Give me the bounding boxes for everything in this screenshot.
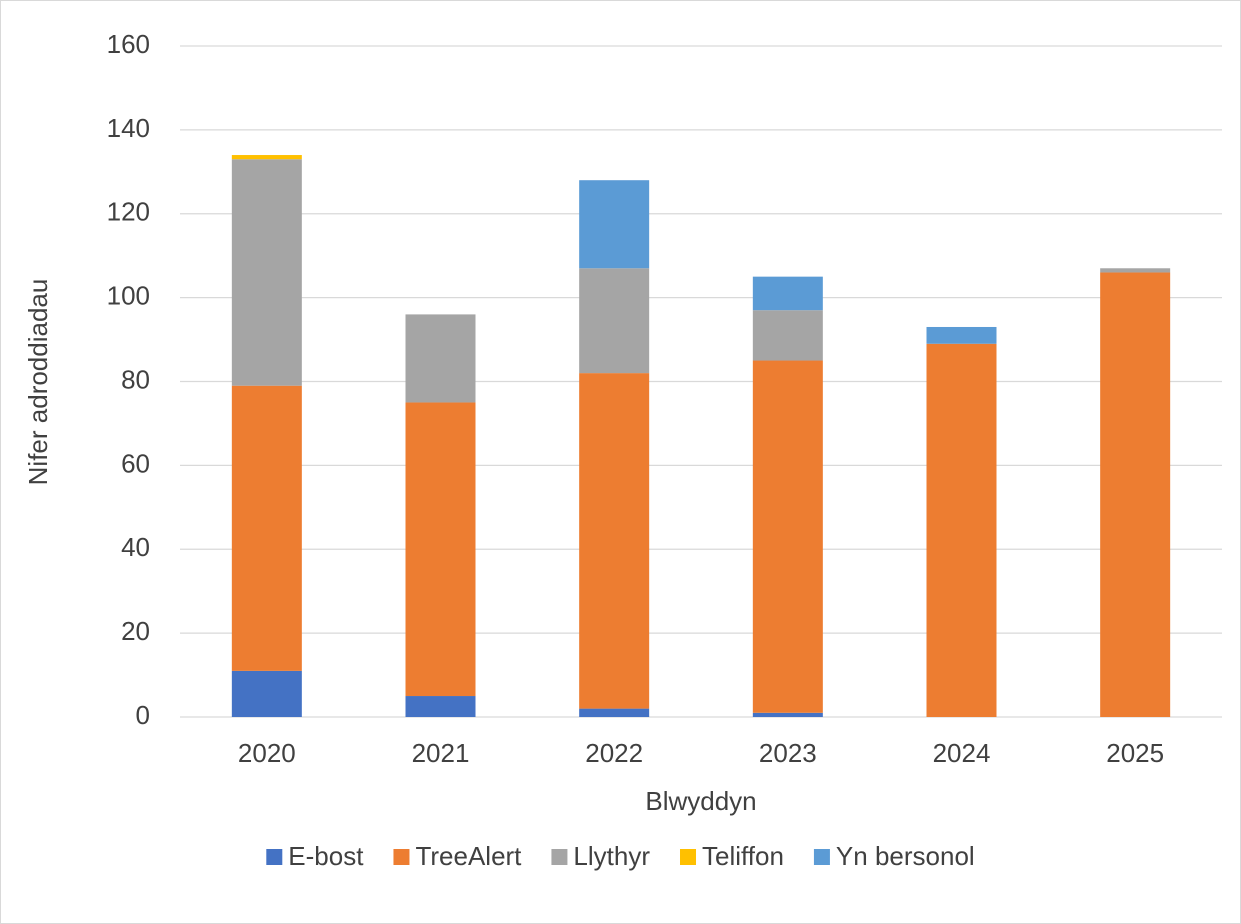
y-tick-label: 80 <box>121 364 150 394</box>
legend-swatch <box>551 849 568 865</box>
x-tick-label: 2025 <box>1106 738 1164 768</box>
bar-segment <box>1100 272 1171 717</box>
bar-segment <box>231 159 302 386</box>
y-tick-label: 60 <box>121 448 150 478</box>
y-tick-label: 120 <box>107 197 150 227</box>
legend-label: Teliffon <box>702 841 784 871</box>
x-tick-label: 2020 <box>238 738 296 768</box>
legend-swatch <box>393 849 410 865</box>
bar-segment <box>752 360 823 713</box>
bar-segment <box>579 708 650 717</box>
x-axis-title: Blwyddyn <box>645 786 756 816</box>
bar-segment <box>752 712 823 717</box>
bar-segment <box>405 402 476 697</box>
legend-label: E-bost <box>288 841 364 871</box>
bar-segment <box>579 268 650 374</box>
legend-label: TreeAlert <box>415 841 522 871</box>
legend-swatch <box>680 849 697 865</box>
x-tick-label: 2024 <box>933 738 991 768</box>
legend-swatch <box>813 849 830 865</box>
bar-segment <box>579 180 650 269</box>
y-axis-title: Nifer adroddiadau <box>23 279 53 486</box>
y-tick-label: 20 <box>121 616 150 646</box>
bar-segment <box>405 314 476 403</box>
bar-segment <box>752 310 823 361</box>
y-tick-label: 140 <box>107 113 150 143</box>
legend-label: Yn bersonol <box>836 841 975 871</box>
y-tick-label: 40 <box>121 532 150 562</box>
bar-segment <box>231 670 302 717</box>
bar-segment <box>579 373 650 709</box>
bar-segment <box>926 343 997 717</box>
y-tick-label: 0 <box>136 700 150 730</box>
legend-label: Llythyr <box>573 841 650 871</box>
bar-segment <box>1100 268 1171 273</box>
x-tick-label: 2022 <box>585 738 643 768</box>
legend-swatch <box>266 849 283 865</box>
bar-segment <box>405 696 476 717</box>
bar-segment <box>231 155 302 160</box>
x-tick-label: 2021 <box>412 738 470 768</box>
x-tick-label: 2023 <box>759 738 817 768</box>
y-tick-label: 160 <box>107 29 150 59</box>
bar-segment <box>926 326 997 344</box>
y-tick-label: 100 <box>107 281 150 311</box>
bar-segment <box>752 276 823 311</box>
bar-segment <box>231 385 302 671</box>
